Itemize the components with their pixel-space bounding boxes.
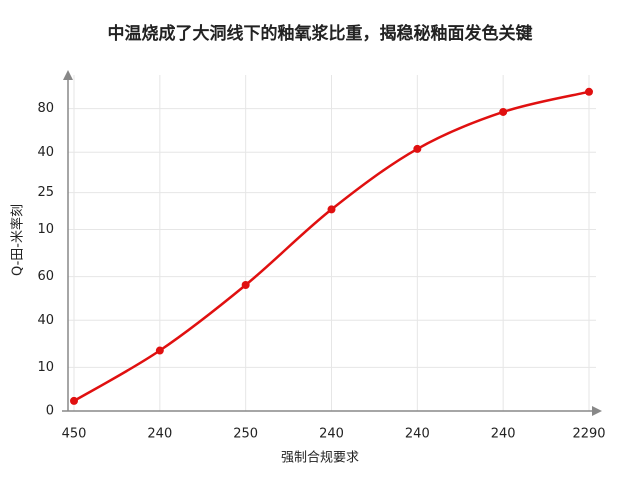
chart-title: 中温烧成了大洞线下的釉氧浆比重，揭稳秘釉面发色关键 bbox=[108, 23, 533, 44]
y-tick-label: 80 bbox=[37, 101, 54, 116]
x-tick-label: 240 bbox=[319, 427, 344, 442]
x-tick-label: 250 bbox=[233, 427, 258, 442]
x-axis-arrow bbox=[592, 406, 602, 416]
x-tick-label: 240 bbox=[147, 427, 172, 442]
point bbox=[241, 281, 250, 289]
y-tick-label: 40 bbox=[37, 313, 54, 328]
point bbox=[499, 107, 508, 116]
y-tick-label: 40 bbox=[37, 145, 54, 160]
y-tick-label: 10 bbox=[37, 360, 54, 375]
point bbox=[585, 87, 593, 96]
grid bbox=[68, 75, 596, 412]
x-tick-label: 240 bbox=[491, 427, 516, 442]
x-tick-label: 450 bbox=[62, 427, 87, 442]
y-tick-label: 10 bbox=[37, 222, 54, 237]
y-tick-label: 0 bbox=[46, 404, 54, 419]
point bbox=[70, 396, 78, 405]
point bbox=[327, 205, 336, 214]
y-tick-label: 25 bbox=[37, 185, 54, 200]
point bbox=[413, 144, 422, 153]
x-axis-label: 强制合规要求 bbox=[281, 451, 359, 466]
x-tick-label: 240 bbox=[405, 427, 430, 442]
point bbox=[155, 346, 164, 355]
y-tick-label: 60 bbox=[37, 269, 54, 284]
x-tick-label: 2290 bbox=[572, 427, 605, 442]
y-axis-arrow bbox=[63, 70, 73, 80]
y-axis-label: Q-田-米率刻 bbox=[10, 204, 26, 276]
